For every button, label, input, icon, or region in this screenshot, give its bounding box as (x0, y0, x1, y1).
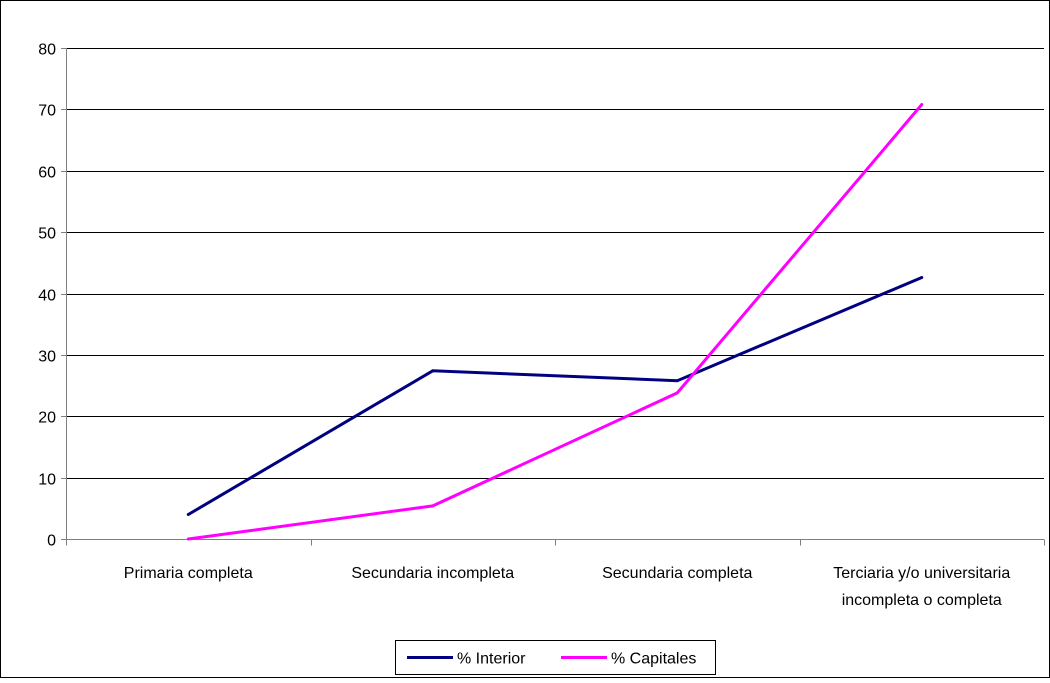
data-point (675, 379, 679, 383)
legend-label: % Interior (457, 651, 526, 668)
y-tick-label: 80 (38, 42, 56, 59)
data-point (920, 276, 924, 280)
y-tick-label: 50 (38, 226, 56, 243)
y-tick-label: 20 (38, 410, 56, 427)
x-tick-label: incompleta o completa (842, 592, 1002, 609)
data-point (431, 504, 435, 508)
x-tick-label: Secundaria completa (602, 565, 752, 582)
series-line (188, 103, 923, 541)
data-point (186, 537, 190, 541)
y-tick-label: 70 (38, 103, 56, 120)
series-lines (186, 102, 924, 541)
data-point (675, 391, 679, 395)
x-tick-label: Primaria completa (124, 565, 253, 582)
axes (61, 48, 1045, 546)
y-tick-labels: 0 10 20 30 40 50 60 70 80 (38, 42, 56, 550)
x-tick-label: Secundaria incompleta (351, 565, 514, 582)
y-tick-label: 40 (38, 288, 56, 305)
y-tick-label: 30 (38, 349, 56, 366)
data-point (431, 369, 435, 373)
x-tick-labels: Primaria completa Secundaria incompleta Se… (124, 565, 1011, 609)
y-tick-label: 60 (38, 165, 56, 182)
y-tick-label: 10 (38, 472, 56, 489)
data-point (920, 102, 924, 106)
x-tick-label: Terciaria y/o universitaria (833, 565, 1010, 582)
legend-label: % Capitales (611, 651, 696, 668)
legend: % Interior % Capitales (395, 640, 716, 675)
gridlines (66, 48, 1044, 479)
y-tick-label: 0 (47, 533, 56, 550)
data-point (186, 512, 190, 516)
series-line (187, 276, 923, 516)
